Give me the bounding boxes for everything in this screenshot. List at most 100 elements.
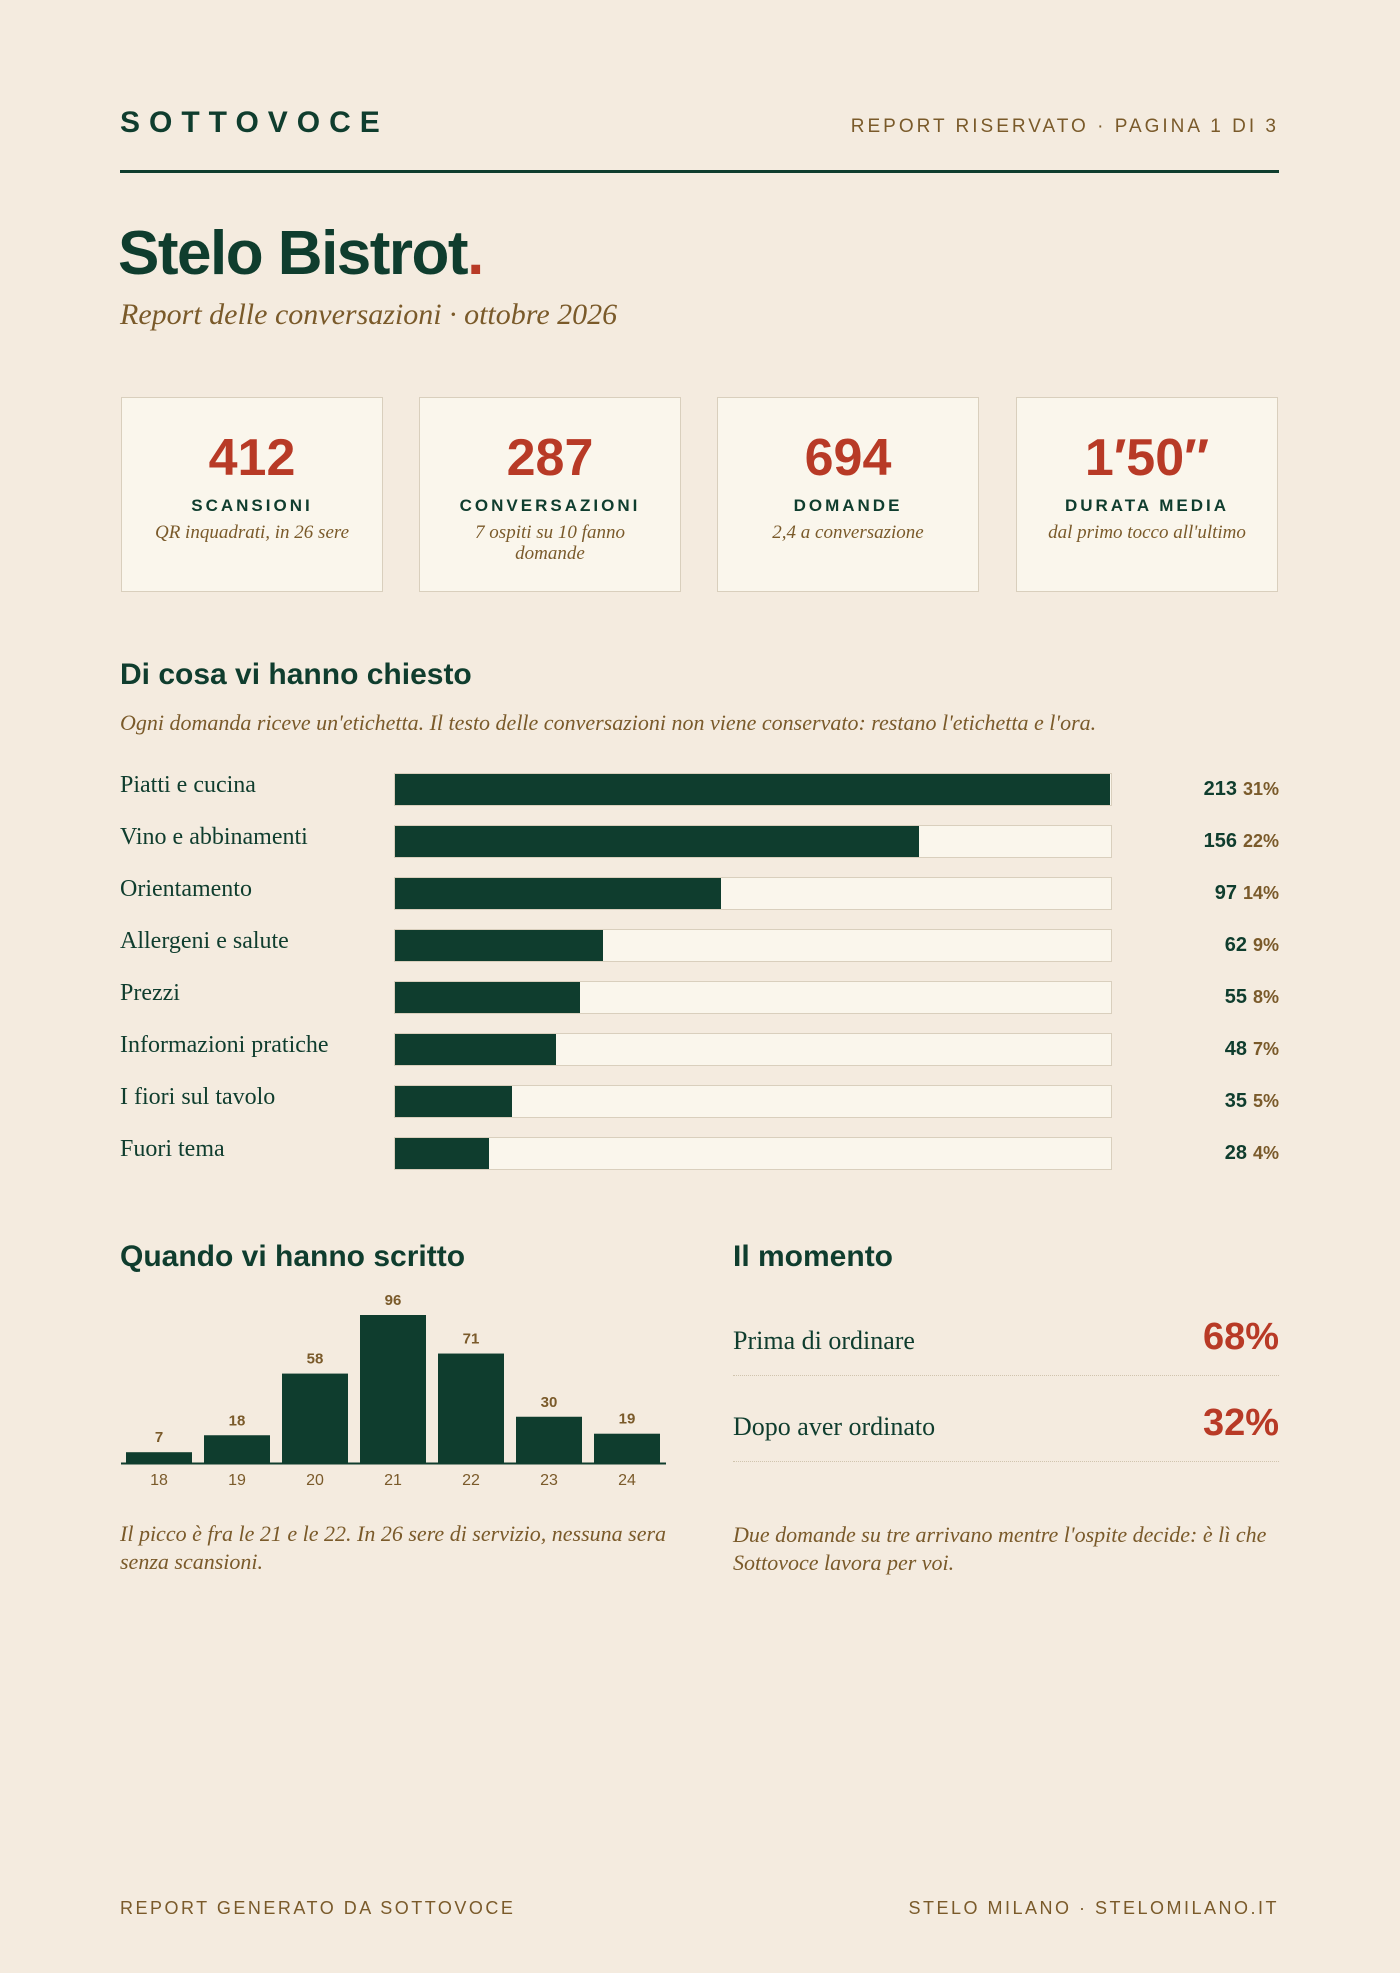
kpi-card: 287 CONVERSAZIONI 7 ospiti su 10 fanno dom… [419,397,681,592]
x-tick-label: 21 [384,1472,402,1489]
bar-track [394,1137,1112,1170]
kpi-label: DURATA MEDIA [1064,496,1230,515]
bar-track [394,929,1112,962]
bar [516,1416,582,1463]
topics-note: Ogni domanda riceve un'etichetta. Il tes… [120,710,1097,735]
kpi-value: 412 [208,429,296,487]
topic-figures: 156 22% [1204,830,1279,853]
topic-figures: 28 4% [1225,1142,1279,1165]
x-tick-label: 18 [150,1472,168,1489]
bar [395,774,1110,805]
brand: SOTTOVOCE [120,106,389,139]
bar-track [394,773,1112,806]
topic-count: 62 [1224,934,1247,956]
topic-count: 35 [1224,1090,1247,1112]
kpi-note: dal primo tocco all'ultimo [1048,522,1246,543]
bar-track [394,981,1112,1014]
topic-label: Vino e abbinamenti [120,824,308,850]
topics-heading: Di cosa vi hanno chiesto [120,658,472,692]
value-label: 71 [463,1331,480,1348]
moment-caption: Due domande su tre arrivano mentre l'osp… [733,1522,1267,1575]
bar-track [394,1033,1112,1066]
value-label: 96 [385,1292,402,1309]
moment-heading: Il momento [733,1240,893,1274]
kpi-label: SCANSIONI [191,496,313,515]
topic-figures: 55 8% [1225,986,1279,1009]
kpi-label: DOMANDE [793,496,903,515]
topic-share: 4% [1252,1143,1279,1163]
x-tick-label: 20 [306,1472,324,1489]
footer-right: STELO MILANO · STELOMILANO.IT [908,1898,1279,1918]
topic-count: 97 [1214,882,1237,904]
topic-label: Prezzi [120,980,180,1006]
topic-count: 55 [1224,986,1247,1008]
bar [395,1086,513,1117]
bar-track [394,825,1112,858]
bar [126,1452,192,1463]
bar [395,1138,489,1169]
bar [395,826,919,857]
topic-share: 9% [1252,935,1279,955]
x-tick-label: 24 [618,1472,636,1489]
kpi-label: CONVERSAZIONI [459,496,641,515]
bar [594,1433,660,1463]
kpi-note: 7 ospiti su 10 fanno domande [475,522,625,564]
hours-heading: Quando vi hanno scritto [120,1240,465,1274]
topic-label: Informazioni pratiche [120,1032,329,1058]
kpi-note: 2,4 a conversazione [772,522,924,543]
topic-label: I fiori sul tavolo [120,1084,276,1110]
topic-figures: 62 9% [1225,934,1279,957]
heading: Quando vi hanno scritto [120,1240,466,1273]
divider [733,1461,1279,1462]
value-label: 18 [229,1412,246,1429]
kpi-card: 1′50″ DURATA MEDIA dal primo tocco all'ult… [1016,397,1278,592]
heading: Il momento [733,1240,894,1273]
kpi-card: 412 SCANSIONI QR inquadrati, in 26 sere [121,397,383,592]
topic-label: Orientamento [120,876,252,902]
heading: Di cosa vi hanno chiesto [120,658,472,691]
divider [733,1375,1279,1376]
value-label: 19 [619,1411,636,1428]
bar [395,930,604,961]
hours-caption: Il picco è fra le 21 e le 22. In 26 sere… [120,1521,667,1574]
x-tick-label: 23 [540,1472,558,1489]
bar-track [394,877,1112,910]
topic-figures: 48 7% [1225,1038,1279,1061]
value-label: 58 [307,1351,324,1368]
topic-label: Fuori tema [120,1136,225,1162]
bar [395,878,721,909]
topic-share: 31% [1242,779,1279,799]
x-tick-label: 22 [462,1472,480,1489]
kpi-note: QR inquadrati, in 26 sere [154,522,350,543]
kpi-value: 694 [804,429,892,487]
topic-share: 5% [1252,1091,1279,1111]
topic-share: 14% [1242,883,1279,903]
header-rule [120,170,1279,173]
topic-label: Piatti e cucina [120,772,256,798]
moment-value: 68% [1202,1316,1279,1358]
topic-count: 48 [1224,1038,1247,1060]
topic-share: 22% [1242,831,1279,851]
bar [395,982,580,1013]
bar [438,1353,504,1463]
bar [395,1034,557,1065]
title: Stelo Bistrot. [118,218,484,289]
title-dot: . [467,219,484,288]
topic-share: 8% [1252,987,1279,1007]
x-tick-label: 19 [228,1472,246,1489]
report-meta: REPORT RISERVATO · PAGINA 1 DI 3 [850,116,1279,137]
kpi-card: 694 DOMANDE 2,4 a conversazione [717,397,979,592]
moment-value: 32% [1202,1402,1279,1444]
bar [360,1315,426,1463]
moment-label: Dopo aver ordinato [733,1412,936,1441]
value-label: 30 [541,1394,558,1411]
bar [204,1435,270,1463]
topic-label: Allergeni e salute [120,928,289,954]
topic-count: 156 [1203,830,1237,852]
topic-share: 7% [1252,1039,1279,1059]
topic-figures: 97 14% [1215,882,1279,905]
topic-count: 213 [1203,778,1237,800]
subtitle: Report delle conversazioni · ottobre 202… [120,298,618,331]
bar [282,1373,348,1463]
